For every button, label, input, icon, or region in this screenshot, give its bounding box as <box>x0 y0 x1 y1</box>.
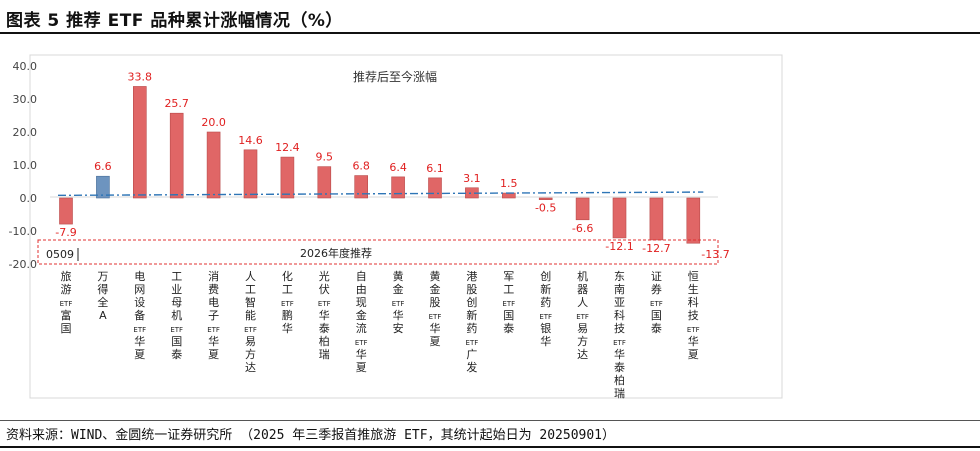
bar-series <box>59 86 701 244</box>
category-label: 军工 ETF 国泰 <box>502 270 515 335</box>
data-label: 9.5 <box>316 151 334 164</box>
bar <box>501 192 516 199</box>
bar <box>649 197 664 241</box>
y-tick-label: -20.0 <box>9 258 37 271</box>
chart-title: 推荐后至今涨幅 <box>353 69 437 84</box>
category-label: 恒生科技 ETF 华夏 <box>687 270 700 361</box>
bar <box>133 86 147 199</box>
category-label: 创新药 ETF 银华 <box>539 270 552 348</box>
footer-rule <box>0 420 980 421</box>
category-label: 东南亚科技 ETF 华泰柏瑞 <box>613 270 626 400</box>
bar <box>169 112 184 199</box>
y-tick-label: 30.0 <box>13 93 38 106</box>
category-label: 自由现金流 ETF 华夏 <box>355 270 368 374</box>
data-label: -12.1 <box>605 240 633 253</box>
bar <box>96 175 110 199</box>
chart-frame <box>29 54 783 399</box>
y-tick-label: 10.0 <box>13 159 38 172</box>
recommendation-box-label: 2026年度推荐 <box>300 246 372 260</box>
data-label: -6.6 <box>572 222 593 235</box>
data-labels: -7.9 6.6 33.8 25.7 20.0 14.6 12.4 9.5 6.8 6.4 6.1 3… <box>55 70 730 261</box>
y-axis-ticks: 40.0 30.0 20.0 10.0 0.0 -10.0 -20.0 <box>9 60 37 271</box>
category-label: 工业母机 ETF 国泰 <box>170 270 183 361</box>
bar <box>243 149 258 199</box>
y-tick-label: 40.0 <box>13 60 38 73</box>
category-label: 黄金股 ETF 华夏 <box>429 269 442 348</box>
category-label: 电网设备 ETF 华夏 <box>133 270 146 361</box>
bar <box>575 197 590 221</box>
source-note: 资料来源：WIND、金圆统一证券研究所 （2025 年三季报首推旅游 ETF，其… <box>6 428 616 443</box>
category-label: 消费电子 ETF 华夏 <box>207 269 220 361</box>
y-tick-label: -10.0 <box>9 225 37 238</box>
bar <box>538 197 553 200</box>
bottom-rule <box>0 446 980 448</box>
bar <box>391 176 405 199</box>
y-tick-label: 0.0 <box>20 192 38 205</box>
trend-line <box>57 191 704 197</box>
figure-title: 图表 5 推荐 ETF 品种累计涨幅情况（%） <box>6 11 343 31</box>
category-label: 黄金 ETF 华安 <box>392 269 405 335</box>
category-label: 人工智能 ETF 易方达 <box>244 270 257 374</box>
data-label: -7.9 <box>55 226 76 239</box>
data-label: 1.5 <box>500 177 518 190</box>
data-label: 25.7 <box>164 97 189 110</box>
bar <box>612 197 627 239</box>
bar <box>59 197 73 225</box>
title-rule <box>0 32 980 34</box>
data-label: -12.7 <box>642 242 670 255</box>
bar <box>317 166 332 199</box>
category-label: 万得全 A <box>97 270 108 322</box>
bar <box>686 197 701 244</box>
data-label: 6.4 <box>389 161 407 174</box>
category-label: 化工 ETF 鹏华 <box>281 269 294 335</box>
recommendation-box <box>37 239 719 265</box>
data-label: 6.1 <box>426 162 444 175</box>
data-label: 14.6 <box>238 134 263 147</box>
category-label: 机器人 ETF 易方达 <box>576 269 589 361</box>
bar <box>280 156 295 199</box>
data-label: 6.6 <box>94 160 112 173</box>
bar <box>428 177 442 199</box>
data-label: 12.4 <box>275 141 300 154</box>
category-label: 证券 ETF 国泰 <box>650 270 663 335</box>
bar <box>354 175 369 199</box>
data-label: 20.0 <box>201 116 226 129</box>
category-label: 港股创新药 ETF 广发 <box>466 270 479 374</box>
data-label: 33.8 <box>128 70 153 83</box>
category-label: 旅游 ETF 富国 <box>60 269 73 335</box>
data-label: 3.1 <box>463 172 481 185</box>
data-label: 6.8 <box>352 160 370 173</box>
x-axis-categories: 旅游 ETF 富国 万得全 A 电网设备 ETF 华夏 工业母机 ETF 国泰 消费电子 ETF 华夏 人工… <box>60 269 700 400</box>
data-label: -13.7 <box>701 248 729 261</box>
y-tick-label: 20.0 <box>13 126 38 139</box>
data-label: -0.5 <box>535 202 556 215</box>
bar <box>206 131 221 199</box>
recommendation-tag: 0509 <box>46 248 74 261</box>
category-label: 光伏 ETF 华泰柏瑞 <box>318 269 331 361</box>
